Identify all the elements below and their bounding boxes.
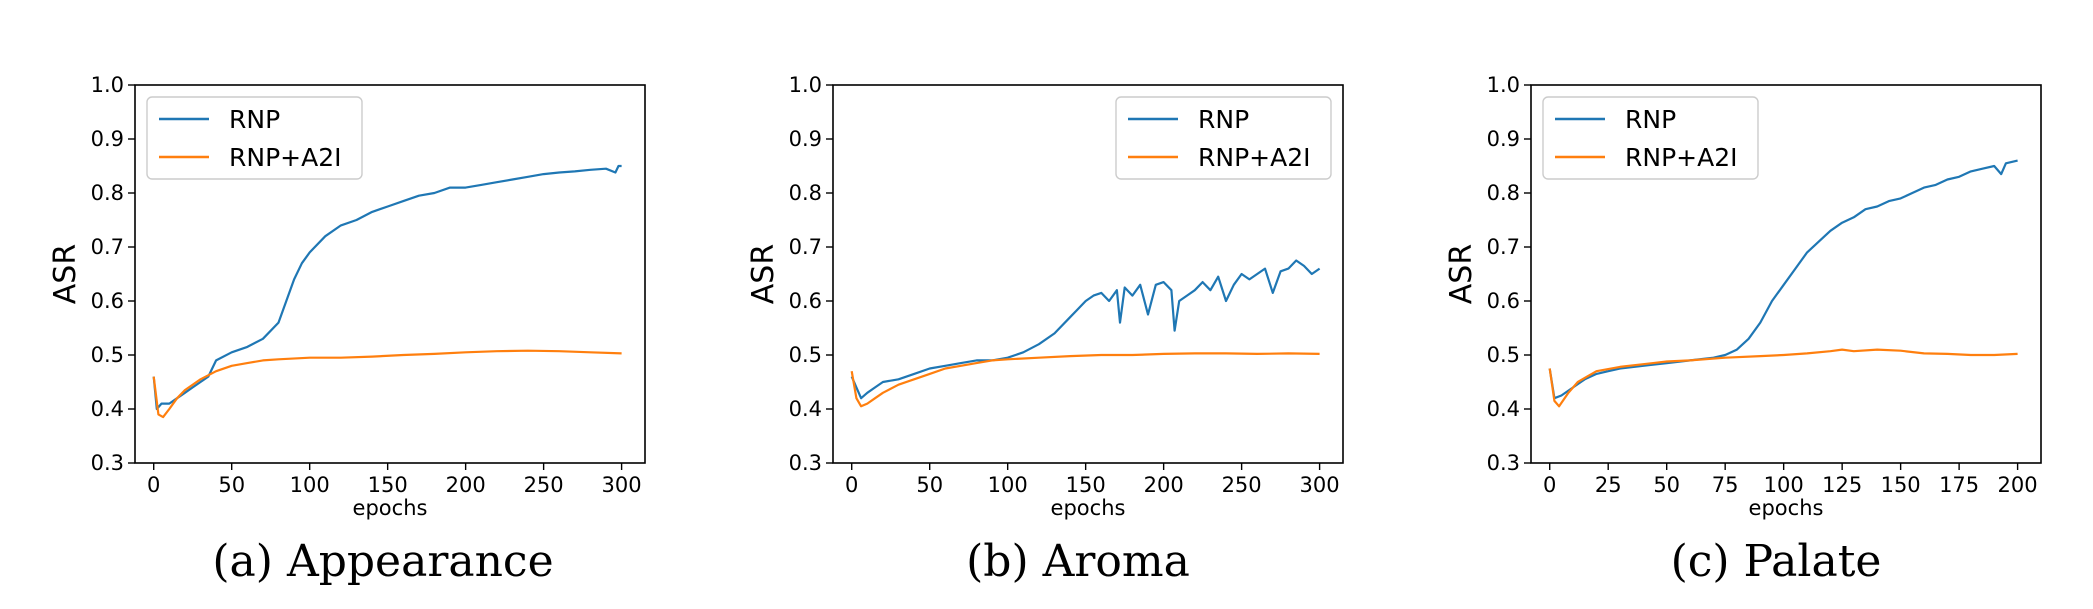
x-tick-label: 150 [368, 473, 408, 497]
y-tick-label: 0.5 [789, 343, 822, 367]
series-line-rnp-a2i [1548, 348, 2018, 408]
y-axis-label: ASR [48, 244, 83, 304]
x-tick-label: 200 [446, 473, 486, 497]
series-line-rnp-a2i [850, 352, 1320, 408]
y-tick-label: 0.6 [1487, 289, 1520, 313]
legend: RNP RNP+A2I [1542, 96, 1759, 180]
x-tick-label: 175 [1939, 473, 1979, 497]
legend-box [1115, 96, 1332, 180]
y-tick-label: 1.0 [91, 73, 124, 97]
plot-frame [134, 84, 646, 464]
x-tick-label: 150 [1881, 473, 1921, 497]
y-tick-label: 0.5 [1487, 343, 1520, 367]
x-tick-label: 250 [524, 473, 564, 497]
subfigure-caption: (c) Palate [1671, 536, 1882, 587]
x-axis-label: epochs [1051, 496, 1126, 520]
legend-label-rnp-a2i: RNP+A2I [229, 143, 341, 172]
chart-panel-3: 0.3 0.4 0.5 0.6 0.7 0.8 0.9 1.0 0 25 50 75 100 125 150… [1444, 73, 2042, 587]
series-line-rnp [152, 164, 622, 411]
y-tick-label: 1.0 [1487, 73, 1520, 97]
x-tick-label: 100 [290, 473, 330, 497]
y-tick-label: 0.4 [91, 397, 124, 421]
y-tick-label: 0.5 [91, 343, 124, 367]
subfigure-caption: (b) Aroma [966, 536, 1190, 587]
y-tick-label: 0.7 [789, 235, 822, 259]
y-tick-label: 0.8 [1487, 181, 1520, 205]
x-tick-label: 300 [1300, 473, 1340, 497]
x-tick-label: 125 [1822, 473, 1862, 497]
legend-label-rnp-a2i: RNP+A2I [1625, 143, 1737, 172]
y-tick-label: 0.7 [91, 235, 124, 259]
y-tick-label: 0.6 [91, 289, 124, 313]
y-tick-label: 0.4 [1487, 397, 1520, 421]
x-axis-label: epochs [1749, 496, 1824, 520]
x-tick-label: 0 [845, 473, 858, 497]
y-tick-label: 0.8 [91, 181, 124, 205]
x-tick-label: 200 [1144, 473, 1184, 497]
x-tick-label: 100 [988, 473, 1028, 497]
x-tick-label: 150 [1066, 473, 1106, 497]
legend: RNP RNP+A2I [1115, 96, 1332, 180]
legend-label-rnp-a2i: RNP+A2I [1198, 143, 1310, 172]
y-tick-label: 0.3 [789, 451, 822, 475]
legend-box [1542, 96, 1759, 180]
series-line-rnp [850, 259, 1321, 400]
y-tick-label: 0.3 [1487, 451, 1520, 475]
x-tick-label: 300 [602, 473, 642, 497]
y-axis-label: ASR [1444, 244, 1479, 304]
legend-label-rnp: RNP [1625, 105, 1676, 134]
legend-label-rnp: RNP [1198, 105, 1249, 134]
legend: RNP RNP+A2I [146, 96, 363, 180]
y-tick-label: 0.3 [91, 451, 124, 475]
x-tick-label: 50 [916, 473, 943, 497]
chart-panel-2: 0.3 0.4 0.5 0.6 0.7 0.8 0.9 1.0 0 50 100 150 200 250 3… [746, 73, 1344, 587]
x-tick-label: 25 [1595, 473, 1622, 497]
y-tick-label: 0.6 [789, 289, 822, 313]
x-tick-label: 0 [147, 473, 160, 497]
y-tick-label: 0.7 [1487, 235, 1520, 259]
y-tick-label: 0.9 [1487, 127, 1520, 151]
x-tick-label: 50 [218, 473, 245, 497]
y-tick-label: 0.4 [789, 397, 822, 421]
y-tick-label: 0.9 [789, 127, 822, 151]
x-tick-label: 200 [1998, 473, 2038, 497]
plot-frame [832, 84, 1344, 464]
y-tick-label: 1.0 [789, 73, 822, 97]
x-tick-label: 250 [1222, 473, 1262, 497]
plot-frame [1530, 84, 2042, 464]
x-tick-label: 0 [1543, 473, 1556, 497]
y-tick-label: 0.9 [91, 127, 124, 151]
x-tick-label: 75 [1712, 473, 1739, 497]
series-line-rnp-a2i [152, 349, 622, 419]
legend-label-rnp: RNP [229, 105, 280, 134]
y-axis-label: ASR [746, 244, 781, 304]
x-tick-label: 50 [1653, 473, 1680, 497]
legend-box [146, 96, 363, 180]
y-tick-label: 0.8 [789, 181, 822, 205]
series-line-rnp [1548, 159, 2018, 400]
subfigure-caption: (a) Appearance [212, 536, 553, 587]
x-tick-label: 100 [1764, 473, 1804, 497]
x-axis-label: epochs [353, 496, 428, 520]
chart-panel-1: 0.3 0.4 0.5 0.6 0.7 0.8 0.9 1.0 0 50 100 150 200 250 3… [48, 73, 646, 587]
